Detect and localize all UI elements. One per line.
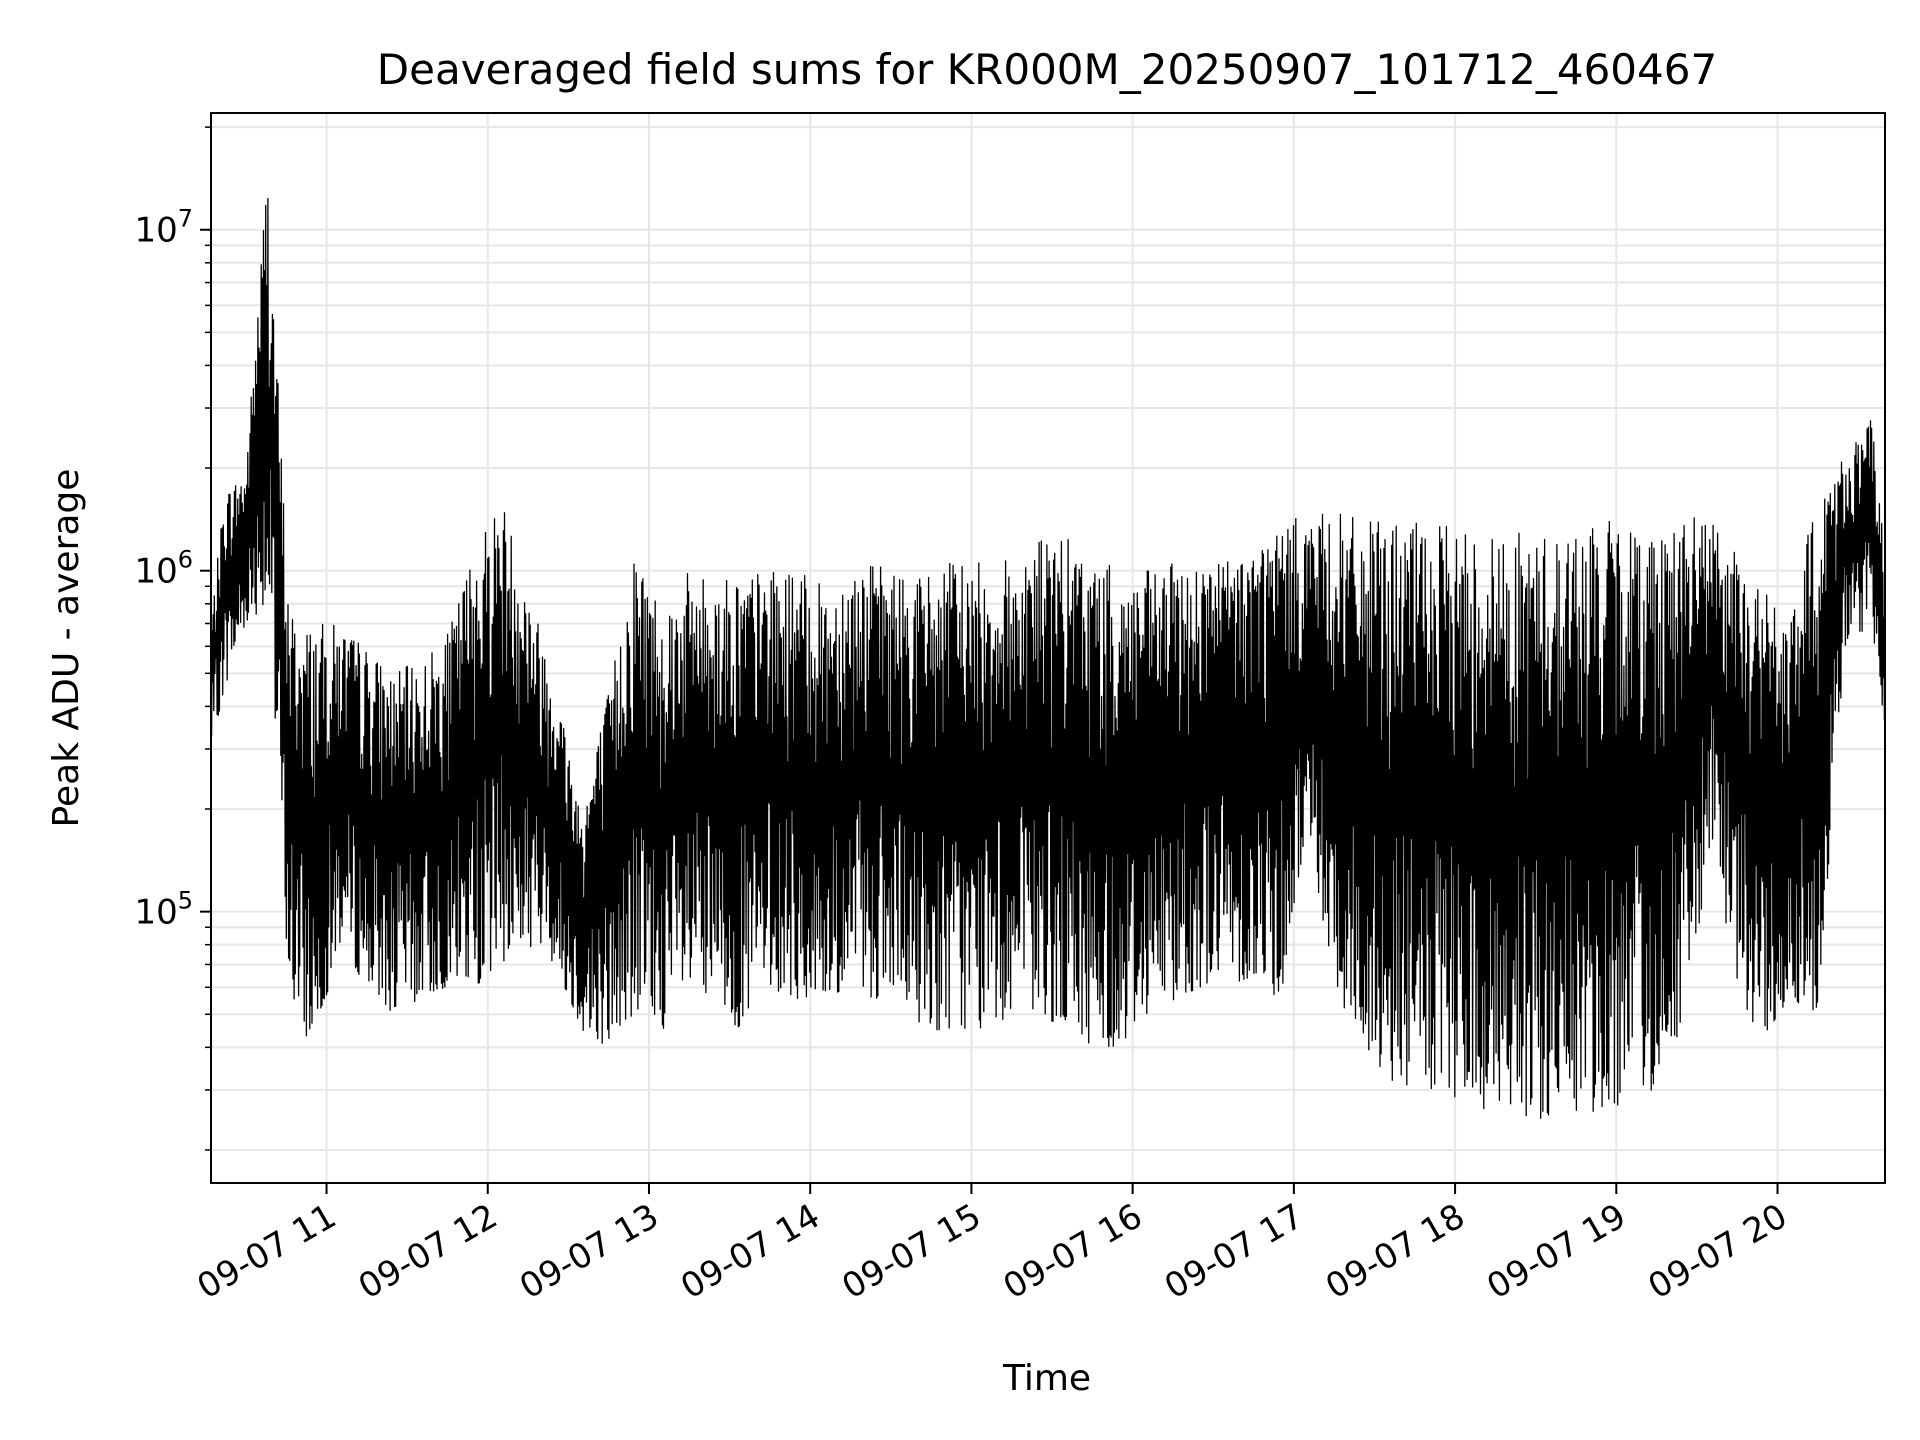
y-tick-label: 106 [134,546,193,592]
x-tick-label: 09-07 20 [1642,1196,1794,1307]
x-tick-label: 09-07 18 [1319,1196,1471,1307]
plot-frame [210,112,1886,1184]
x-tick-label: 09-07 14 [674,1196,826,1307]
x-axis: 09-07 11 09-07 12 09-07 13 09-07 14 09-07 15… [191,1183,1794,1307]
series-trace [210,197,1886,1119]
chart-title: Deaveraged field sums for KR000M_2025090… [377,45,1717,94]
x-axis-label: Time [1002,1358,1091,1399]
x-tick-label: 09-07 15 [836,1196,988,1307]
y-tick-exponent: 6 [178,546,193,574]
y-tick-label: 107 [134,205,193,251]
x-tick-label: 09-07 19 [1480,1196,1632,1307]
y-tick-label: 105 [134,887,193,933]
y-tick-base: 10 [134,552,177,592]
y-axis-label: Peak ADU - average [46,469,87,828]
x-tick-label: 09-07 11 [191,1196,343,1307]
series-line [210,197,1886,1119]
x-tick-label: 09-07 13 [513,1196,665,1307]
y-tick-exponent: 7 [178,205,193,233]
x-tick-label: 09-07 16 [997,1196,1149,1307]
x-tick-label: 09-07 12 [352,1196,504,1307]
y-tick-base: 10 [134,211,177,251]
x-tick-label: 09-07 17 [1158,1196,1310,1307]
y-tick-exponent: 5 [178,887,193,915]
y-tick-base: 10 [134,893,177,933]
